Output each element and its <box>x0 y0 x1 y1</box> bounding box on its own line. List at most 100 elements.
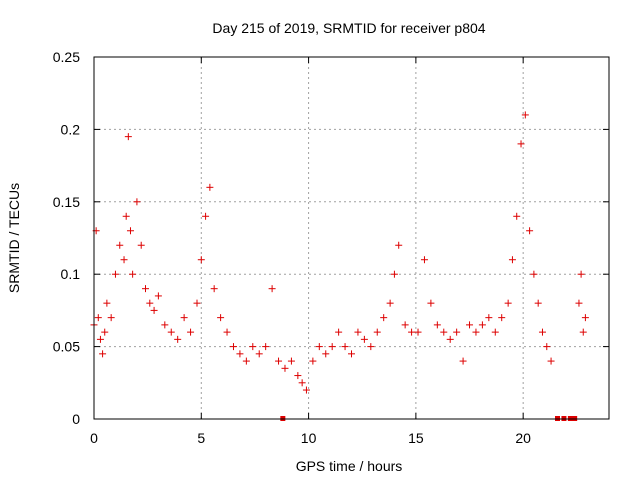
data-point <box>459 357 467 365</box>
data-point <box>453 328 461 336</box>
data-point <box>521 111 529 119</box>
data-point <box>526 227 534 235</box>
y-tick-label: 0.15 <box>53 194 80 210</box>
data-point <box>161 321 169 329</box>
data-point <box>146 299 154 307</box>
y-tick-label: 0.05 <box>53 339 80 355</box>
data-point <box>335 328 343 336</box>
data-point <box>538 328 546 336</box>
data-point <box>354 328 362 336</box>
x-tick-label: 20 <box>515 430 531 446</box>
x-tick-label: 15 <box>408 430 424 446</box>
data-point <box>414 328 422 336</box>
data-point <box>446 335 454 343</box>
data-point <box>408 328 416 336</box>
data-point <box>322 350 330 358</box>
data-point <box>236 350 244 358</box>
data-point <box>302 386 310 394</box>
data-point <box>116 241 124 249</box>
grid-lines <box>94 57 609 419</box>
data-point <box>341 343 349 351</box>
axis-ticks <box>93 56 609 420</box>
data-point <box>298 379 306 387</box>
y-tick-label: 0.25 <box>53 49 80 65</box>
data-point <box>122 212 130 220</box>
x-tick-label: 0 <box>90 430 98 446</box>
y-axis-label: SRMTID / TECUs <box>6 183 22 293</box>
data-point <box>94 314 102 322</box>
data-point <box>577 270 585 278</box>
data-point <box>99 350 107 358</box>
data-point <box>309 357 317 365</box>
data-point <box>440 328 448 336</box>
data-point <box>111 270 119 278</box>
data-point <box>579 328 587 336</box>
data-point <box>513 212 521 220</box>
chart-title: Day 215 of 2019, SRMTID for receiver p80… <box>212 20 485 36</box>
data-point <box>255 350 263 358</box>
data-point <box>249 343 257 351</box>
data-point <box>508 256 516 264</box>
data-point <box>133 198 141 206</box>
data-point <box>360 335 368 343</box>
data-point <box>367 343 375 351</box>
data-point <box>202 212 210 220</box>
data-point <box>103 299 111 307</box>
data-point <box>96 335 104 343</box>
data-point <box>420 256 428 264</box>
data-point <box>126 227 134 235</box>
data-point <box>187 328 195 336</box>
data-point <box>386 299 394 307</box>
data-point <box>427 299 435 307</box>
x-tick-label: 10 <box>301 430 317 446</box>
data-point <box>478 321 486 329</box>
data-point <box>242 357 250 365</box>
data-point <box>380 314 388 322</box>
data-point <box>229 343 237 351</box>
data-point <box>581 314 589 322</box>
tick-labels: 0 5 10 15 20 0 0.05 0.1 0.15 0.2 0.25 <box>53 49 531 446</box>
data-point <box>150 306 158 314</box>
data-point <box>101 328 109 336</box>
data-point <box>517 140 525 148</box>
data-point <box>315 343 323 351</box>
data-point <box>485 314 493 322</box>
data-point <box>197 256 205 264</box>
data-point <box>466 321 474 329</box>
data-point <box>217 314 225 322</box>
data-point <box>154 292 162 300</box>
data-points <box>90 111 589 394</box>
data-point <box>137 241 145 249</box>
data-point <box>107 314 115 322</box>
data-point <box>491 328 499 336</box>
data-point <box>210 285 218 293</box>
data-point <box>433 321 441 329</box>
data-point <box>547 357 555 365</box>
data-point <box>530 270 538 278</box>
data-point <box>498 314 506 322</box>
data-point <box>129 270 137 278</box>
data-point <box>504 299 512 307</box>
data-point <box>543 343 551 351</box>
data-point <box>281 364 289 372</box>
data-point <box>167 328 175 336</box>
data-point <box>287 357 295 365</box>
plot-frame <box>93 56 610 420</box>
data-point <box>268 285 276 293</box>
data-point <box>206 183 214 191</box>
data-point <box>223 328 231 336</box>
data-point <box>328 343 336 351</box>
data-point <box>142 285 149 293</box>
data-point <box>193 299 201 307</box>
data-point <box>390 270 398 278</box>
data-point <box>575 299 583 307</box>
data-point <box>174 335 182 343</box>
x-axis-label: GPS time / hours <box>296 458 403 474</box>
data-point <box>534 299 542 307</box>
y-tick-label: 0.1 <box>61 266 81 282</box>
data-point <box>395 241 403 249</box>
data-point <box>120 256 128 264</box>
x-tick-label: 5 <box>197 430 205 446</box>
data-point <box>373 328 381 336</box>
